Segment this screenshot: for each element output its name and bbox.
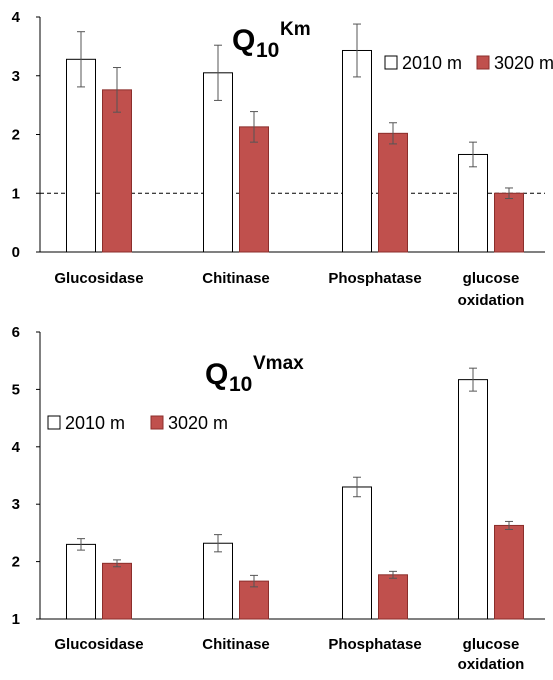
y-tick-label: 4 (12, 9, 21, 26)
chart-title-subscript: 10 (229, 373, 252, 396)
legend-swatch-3020m (476, 55, 490, 70)
bar-3020m (378, 574, 408, 620)
y-tick-label: 4 (12, 439, 21, 456)
y-tick-label: 0 (12, 244, 20, 261)
chart-title-superscript: Km (280, 19, 311, 40)
bar-2010m (203, 72, 233, 253)
legend-swatch-2010m (47, 415, 61, 430)
category-label: Glucosidase (54, 636, 143, 653)
legend-label: 3020 m (168, 413, 228, 433)
y-tick-label: 3 (12, 68, 20, 85)
bar-2010m (66, 58, 96, 253)
bar-3020m (494, 192, 524, 253)
category-label-line2: oxidation (458, 292, 525, 309)
bar-2010m (342, 486, 372, 620)
category-label: Chitinase (202, 270, 270, 287)
y-tick-label: 6 (12, 324, 20, 341)
legend-label: 3020 m (494, 53, 553, 73)
bar-3020m (494, 524, 524, 620)
bar-2010m (66, 543, 96, 620)
bar-3020m (378, 132, 408, 253)
bar-3020m (239, 580, 269, 620)
chart-title-main: Q (232, 24, 255, 57)
y-tick-label: 5 (12, 381, 20, 398)
category-label: Chitinase (202, 636, 270, 653)
y-tick-label: 1 (12, 611, 20, 628)
chart-panel-1: 0 1 2 3 4 Glucosidase Chitinase Phosphatase gluc… (12, 9, 553, 309)
legend-swatch-3020m (150, 415, 164, 430)
category-label: glucose (463, 636, 520, 653)
chart-title-main: Q (205, 358, 228, 391)
category-label: glucose (463, 270, 520, 287)
category-label: Phosphatase (328, 636, 421, 653)
bar-3020m (102, 562, 132, 620)
bar-2010m (458, 379, 488, 620)
y-tick-label: 2 (12, 554, 20, 571)
category-label-line2: oxidation (458, 656, 525, 673)
y-tick-label: 2 (12, 127, 20, 144)
chart-panel-2: 1 2 3 4 5 6 Glucosidase Chitinase Phosphatase glu… (12, 324, 545, 673)
y-tick-label: 1 (12, 185, 20, 202)
bar-2010m (342, 49, 372, 253)
chart-title-subscript: 10 (256, 39, 279, 62)
legend-swatch-2010m (384, 55, 398, 70)
chart-title-superscript: Vmax (253, 353, 304, 374)
bar-3020m (102, 89, 132, 253)
legend-label: 2010 m (402, 53, 462, 73)
bar-2010m (458, 153, 488, 253)
legend-label: 2010 m (65, 413, 125, 433)
category-label: Glucosidase (54, 270, 143, 287)
bar-3020m (239, 126, 269, 253)
bar-2010m (203, 542, 233, 620)
y-tick-label: 3 (12, 496, 20, 513)
category-label: Phosphatase (328, 270, 421, 287)
